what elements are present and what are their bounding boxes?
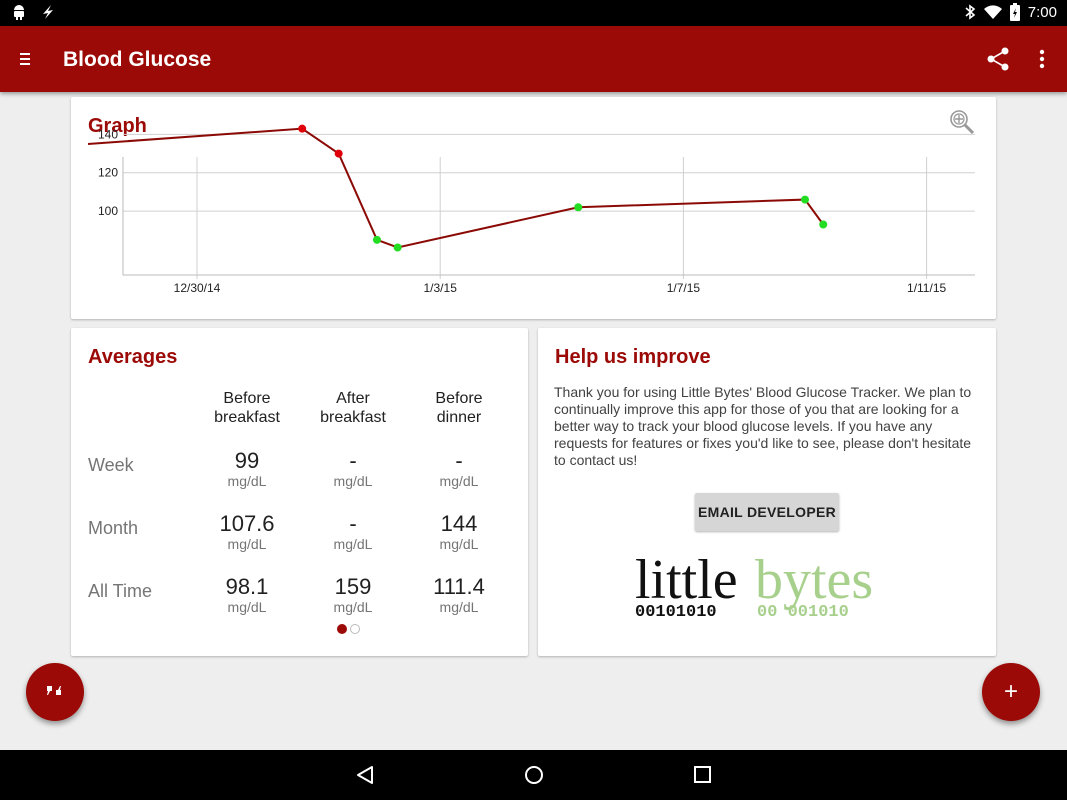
column-header: After breakfast bbox=[320, 390, 386, 426]
row-label: Week bbox=[88, 455, 134, 475]
add-label: + bbox=[1003, 678, 1018, 705]
average-cell: 111.4 mg/dL bbox=[404, 574, 514, 616]
logo-text-bytes: bytes bbox=[755, 550, 873, 611]
average-value: 107.6 bbox=[219, 511, 275, 536]
add-entry-fab[interactable]: + bbox=[982, 663, 1040, 721]
row-label: Month bbox=[88, 518, 139, 538]
average-unit: mg/dL bbox=[333, 599, 373, 615]
average-cell: - mg/dL bbox=[298, 448, 408, 490]
average-unit: mg/dL bbox=[439, 473, 479, 489]
average-value: 98.1 bbox=[225, 574, 269, 599]
more-vert-icon[interactable] bbox=[1030, 46, 1054, 77]
app-bar: Blood Glucose bbox=[0, 26, 1067, 92]
average-cell: - mg/dL bbox=[404, 448, 514, 490]
average-unit: mg/dL bbox=[227, 536, 267, 552]
help-card: Help us improve Thank you for using Litt… bbox=[538, 328, 996, 656]
average-value: 111.4 bbox=[433, 574, 485, 599]
battery-icon bbox=[1009, 3, 1020, 21]
data-point bbox=[574, 203, 583, 212]
data-point bbox=[372, 235, 381, 244]
average-unit: mg/dL bbox=[333, 473, 373, 489]
clock: 7:00 bbox=[1027, 3, 1057, 21]
averages-card: Averages Before breakfast After breakfast Be… bbox=[71, 328, 528, 656]
average-cell: - mg/dL bbox=[298, 511, 408, 553]
graph-title: Graph bbox=[88, 115, 147, 137]
android-icon bbox=[12, 4, 26, 20]
littlebytes-logo[interactable]: little bytes 00101010 00 001010 bbox=[635, 550, 905, 620]
series-line bbox=[87, 127, 825, 249]
data-point bbox=[298, 124, 307, 133]
home-icon[interactable] bbox=[523, 764, 545, 791]
average-cell: 159 mg/dL bbox=[298, 574, 408, 616]
email-developer-button[interactable]: EMAIL DEVELOPER bbox=[695, 493, 839, 531]
average-cell: 144 mg/dL bbox=[404, 511, 514, 553]
page-indicator bbox=[337, 624, 360, 634]
data-point bbox=[334, 149, 343, 158]
logo-text-little: little bbox=[635, 550, 738, 611]
page-dot-active bbox=[337, 624, 347, 634]
average-value: - bbox=[349, 448, 357, 473]
page-title: Blood Glucose bbox=[63, 48, 212, 71]
average-unit: mg/dL bbox=[227, 473, 267, 489]
average-unit: mg/dL bbox=[333, 536, 373, 552]
column-header: Before breakfast bbox=[214, 390, 280, 426]
back-icon[interactable] bbox=[354, 764, 376, 791]
nav-bar bbox=[0, 750, 1067, 800]
y-tick-label: 100 bbox=[98, 204, 118, 218]
x-tick-label: 12/30/14 bbox=[174, 281, 221, 295]
glucose-chart[interactable]: 100 120 140 12/30/14 1/3/15 1/7/15 1/11/15 bbox=[71, 97, 996, 319]
y-tick-label: 140 bbox=[98, 127, 118, 141]
average-cell: 99 mg/dL bbox=[192, 448, 302, 490]
data-point bbox=[819, 220, 828, 229]
y-tick-label: 120 bbox=[98, 166, 118, 180]
menu-icon[interactable] bbox=[16, 48, 36, 70]
row-label: All Time bbox=[88, 581, 153, 601]
average-cell: 107.6 mg/dL bbox=[192, 511, 302, 553]
recents-icon[interactable] bbox=[692, 764, 714, 791]
average-unit: mg/dL bbox=[439, 599, 479, 615]
average-value: 159 bbox=[334, 574, 372, 599]
averages-title: Averages bbox=[88, 346, 178, 368]
quote-fab[interactable] bbox=[26, 663, 84, 721]
x-tick-label: 1/11/15 bbox=[907, 281, 946, 295]
graph-card: Graph 100 120 140 12/30/14 1/3/15 1/7/15 1/11/… bbox=[71, 97, 996, 319]
x-tick-label: 1/7/15 bbox=[667, 281, 701, 295]
average-value: - bbox=[349, 511, 357, 536]
data-point bbox=[393, 243, 402, 252]
average-unit: mg/dL bbox=[439, 536, 479, 552]
averages-table[interactable]: Before breakfast After breakfast Before dinne… bbox=[71, 328, 528, 656]
data-point bbox=[801, 195, 809, 204]
help-title: Help us improve bbox=[555, 346, 711, 368]
average-unit: mg/dL bbox=[227, 599, 267, 615]
zoom-in-icon[interactable] bbox=[948, 108, 976, 141]
logo-binary-dark: 00101010 bbox=[635, 603, 717, 620]
average-value: 99 bbox=[234, 448, 260, 473]
share-icon[interactable] bbox=[985, 46, 1011, 77]
column-header: Before dinner bbox=[435, 390, 483, 426]
wifi-icon bbox=[983, 4, 1002, 20]
average-value: - bbox=[455, 448, 463, 473]
bolt-icon bbox=[40, 4, 56, 20]
status-bar: 7:00 bbox=[0, 0, 1067, 26]
average-cell: 98.1 mg/dL bbox=[192, 574, 302, 616]
bluetooth-icon bbox=[964, 4, 976, 20]
help-body: Thank you for using Little Bytes' Blood … bbox=[554, 384, 972, 468]
quote-icon bbox=[45, 682, 65, 703]
x-tick-label: 1/3/15 bbox=[424, 281, 458, 295]
average-value: 144 bbox=[440, 511, 478, 536]
logo-binary-green: 00 001010 bbox=[757, 603, 849, 620]
page-dot-inactive bbox=[350, 624, 360, 634]
